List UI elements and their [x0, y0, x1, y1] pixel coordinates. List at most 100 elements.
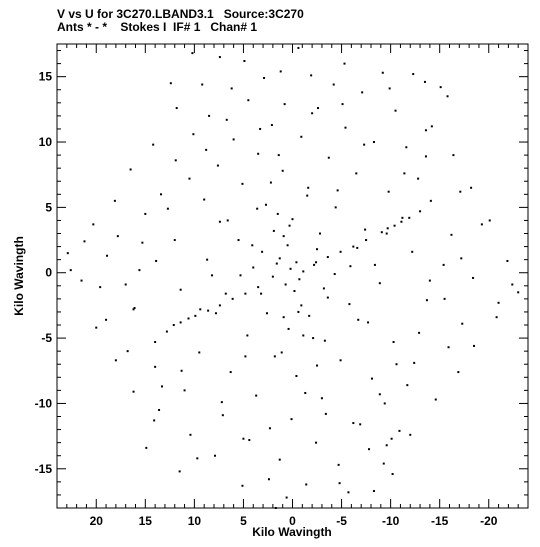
data-point: [380, 231, 383, 234]
data-point: [192, 133, 195, 136]
data-point: [260, 292, 263, 295]
x-tick-label: 15: [139, 514, 153, 528]
data-point: [282, 235, 285, 238]
data-point: [293, 290, 296, 293]
data-point: [419, 210, 422, 213]
data-point: [446, 95, 449, 98]
data-point: [326, 256, 329, 259]
data-point: [383, 402, 386, 405]
data-point: [363, 143, 366, 146]
data-point: [401, 216, 404, 219]
data-point: [344, 126, 347, 129]
data-point: [457, 371, 460, 374]
data-point: [281, 169, 284, 172]
data-point: [359, 423, 362, 426]
data-point: [316, 248, 319, 251]
data-point: [252, 266, 255, 269]
data-point: [424, 155, 427, 158]
data-point: [300, 304, 303, 307]
data-point: [409, 433, 412, 436]
data-point: [133, 307, 136, 310]
data-point: [237, 239, 240, 242]
data-point: [447, 346, 450, 349]
data-point: [378, 282, 381, 285]
data-point: [311, 112, 314, 115]
data-point: [305, 483, 308, 486]
data-point: [312, 337, 315, 340]
data-point: [99, 286, 102, 289]
data-point: [336, 189, 339, 192]
data-point: [295, 261, 298, 264]
data-point: [333, 273, 336, 276]
data-point: [152, 143, 155, 146]
data-point: [180, 369, 183, 372]
data-point: [289, 267, 292, 270]
data-point: [511, 283, 514, 286]
data-point: [395, 363, 398, 366]
data-point: [408, 216, 411, 219]
data-point: [434, 398, 437, 401]
data-point: [214, 312, 217, 315]
data-point: [205, 148, 208, 151]
data-point: [179, 321, 182, 324]
data-point: [213, 454, 216, 457]
data-point: [412, 73, 415, 76]
data-point: [310, 74, 313, 77]
data-point: [473, 344, 476, 347]
data-point: [370, 377, 373, 380]
data-point: [298, 278, 301, 281]
data-point: [208, 114, 211, 117]
data-point: [368, 448, 371, 451]
data-point: [206, 258, 209, 261]
data-point: [196, 457, 199, 460]
chart-title: V vs U for 3C270.LBAND3.1 Source:3C270: [57, 7, 304, 21]
data-point: [423, 80, 426, 83]
data-point: [364, 228, 367, 231]
data-point: [257, 152, 260, 155]
data-point: [175, 107, 178, 110]
data-point: [251, 244, 254, 247]
data-point: [334, 206, 337, 209]
data-point: [291, 218, 294, 221]
data-point: [165, 330, 168, 333]
data-point: [141, 241, 144, 244]
data-point: [302, 270, 305, 273]
data-point: [231, 297, 234, 300]
data-point: [372, 141, 375, 144]
data-point: [207, 309, 210, 312]
data-point: [69, 269, 72, 272]
data-point: [285, 496, 288, 499]
data-point: [418, 331, 421, 334]
data-point: [269, 181, 272, 184]
data-point: [232, 138, 235, 141]
data-point: [385, 232, 388, 235]
data-point: [105, 318, 108, 321]
data-point: [124, 283, 127, 286]
data-point: [276, 212, 279, 215]
x-tick-label: -5: [336, 514, 347, 528]
data-point: [160, 193, 163, 196]
data-point: [425, 299, 428, 302]
data-point: [339, 250, 342, 253]
data-point: [439, 86, 442, 89]
data-point: [378, 393, 381, 396]
data-point: [247, 99, 250, 102]
tick-labels: 20 15 10 5 0 -5 -10 -15 -20 15 10 5 0 -5 -10 -15: [35, 70, 498, 528]
data-point: [318, 232, 321, 235]
data-point: [272, 229, 275, 232]
data-point: [297, 310, 300, 313]
data-point: [391, 473, 394, 476]
data-point: [356, 246, 359, 249]
data-point: [367, 321, 370, 324]
data-point: [394, 109, 397, 112]
data-point: [315, 441, 318, 444]
data-point: [347, 491, 350, 494]
y-tick-label: 5: [45, 200, 52, 214]
data-point: [286, 244, 289, 247]
y-tick-label: -5: [41, 331, 52, 345]
data-point: [80, 279, 83, 282]
data-point: [392, 341, 395, 344]
data-point: [189, 433, 192, 436]
data-point: [417, 177, 420, 180]
